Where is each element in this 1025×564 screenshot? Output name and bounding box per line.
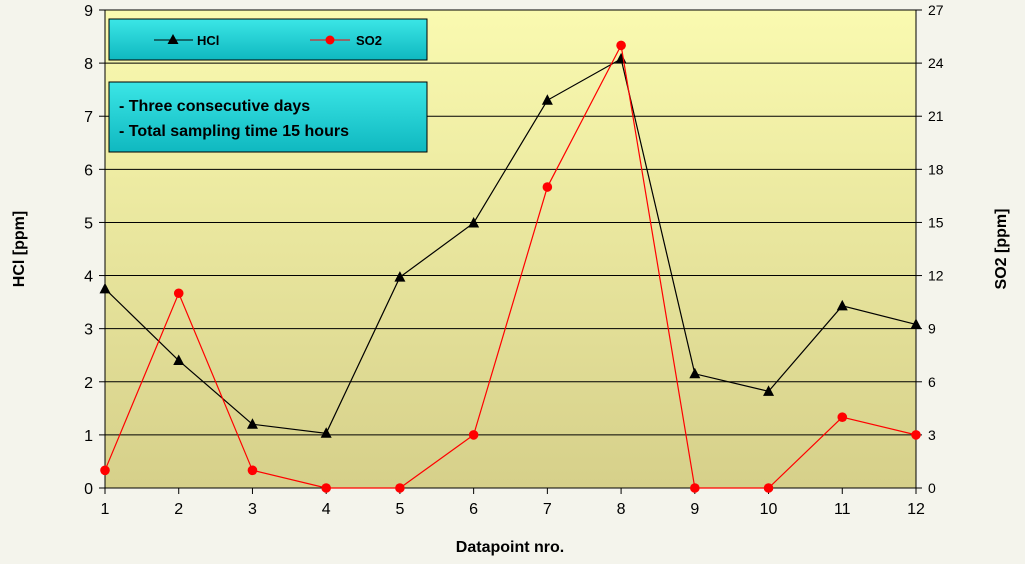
so2-data-point bbox=[173, 288, 184, 299]
x-tick-label: 8 bbox=[617, 501, 626, 518]
right-tick-label: 3 bbox=[928, 427, 936, 443]
right-tick-label: 27 bbox=[928, 2, 944, 18]
hcl-data-point bbox=[836, 299, 848, 311]
x-tick-label: 1 bbox=[101, 501, 110, 518]
hcl-data-point bbox=[689, 367, 701, 379]
left-tick-label: 3 bbox=[84, 322, 93, 339]
hcl-data-point bbox=[246, 418, 258, 429]
x-tick-label: 12 bbox=[907, 501, 925, 518]
series-layer bbox=[99, 40, 922, 493]
left-tick-label: 9 bbox=[84, 3, 93, 20]
legend-hcl-label: HCl bbox=[197, 33, 219, 48]
so2-data-point bbox=[468, 430, 479, 440]
right-tick-label: 15 bbox=[928, 214, 944, 230]
hcl-data-point bbox=[394, 271, 406, 282]
x-axis-title: Datapoint nro. bbox=[456, 539, 564, 556]
left-y-axis-title: HCl [ppm] bbox=[11, 211, 28, 287]
annotation-line-1: - Three consecutive days bbox=[119, 98, 310, 115]
left-tick-label: 4 bbox=[84, 269, 93, 286]
x-tick-label: 2 bbox=[174, 501, 183, 518]
so2-data-point bbox=[321, 483, 331, 493]
hcl-series-line bbox=[104, 57, 917, 434]
so2-data-point bbox=[837, 412, 848, 422]
x-tick-label: 4 bbox=[322, 501, 331, 518]
left-tick-label: 1 bbox=[84, 428, 93, 445]
hcl-data-point bbox=[763, 385, 775, 396]
annotation-line-2: - Total sampling time 15 hours bbox=[119, 123, 349, 140]
hcl-data-point bbox=[910, 318, 922, 329]
so2-series-line bbox=[104, 43, 917, 489]
hcl-data-point bbox=[320, 427, 332, 438]
left-tick-label: 5 bbox=[84, 215, 93, 232]
left-tick-label: 2 bbox=[84, 375, 93, 392]
right-tick-label: 6 bbox=[928, 374, 936, 390]
right-tick-label: 12 bbox=[928, 268, 944, 284]
x-tick-label: 3 bbox=[248, 501, 257, 518]
hcl-data-point bbox=[541, 94, 553, 105]
left-tick-label: 7 bbox=[84, 109, 93, 126]
right-tick-label: 18 bbox=[928, 161, 944, 177]
x-tick-label: 5 bbox=[395, 501, 404, 518]
so2-data-point bbox=[911, 430, 921, 440]
x-axis-ticks: 1 2 3 4 5 6 7 8 9 10 11 12 bbox=[101, 488, 925, 518]
so2-data-point bbox=[690, 483, 700, 493]
right-y-axis-title: SO2 [ppm] bbox=[993, 209, 1010, 290]
left-tick-label: 6 bbox=[84, 162, 93, 179]
legend-so2-marker bbox=[325, 35, 335, 45]
hcl-data-point bbox=[468, 216, 480, 228]
legend-so2-label: SO2 bbox=[356, 33, 382, 48]
so2-data-point bbox=[763, 483, 774, 493]
right-axis-ticks: 0 3 6 9 12 15 18 21 24 27 bbox=[916, 2, 944, 496]
legend-hcl-marker bbox=[167, 34, 179, 44]
right-tick-label: 24 bbox=[928, 55, 944, 71]
right-tick-label: 21 bbox=[928, 108, 944, 124]
x-tick-label: 9 bbox=[690, 501, 699, 518]
right-tick-label: 0 bbox=[928, 480, 936, 496]
annotation-box: - Three consecutive days - Total samplin… bbox=[108, 81, 428, 153]
x-tick-label: 7 bbox=[543, 501, 552, 518]
x-tick-label: 6 bbox=[469, 501, 478, 518]
so2-data-point bbox=[395, 483, 405, 493]
so2-data-point bbox=[247, 465, 258, 476]
so2-data-point bbox=[616, 40, 626, 51]
x-tick-label: 11 bbox=[834, 501, 851, 518]
left-tick-label: 0 bbox=[84, 481, 93, 498]
so2-data-point bbox=[542, 182, 553, 192]
left-tick-label: 8 bbox=[84, 56, 93, 73]
x-tick-label: 10 bbox=[760, 501, 778, 518]
gridlines bbox=[105, 62, 916, 436]
hcl-data-point bbox=[99, 282, 111, 294]
legend: HCl SO2 bbox=[108, 18, 428, 61]
so2-data-point bbox=[100, 465, 110, 476]
left-axis-ticks: 0 1 2 3 4 5 6 7 8 9 bbox=[84, 3, 105, 498]
right-tick-label: 9 bbox=[928, 321, 936, 337]
hcl-data-point bbox=[173, 354, 185, 366]
